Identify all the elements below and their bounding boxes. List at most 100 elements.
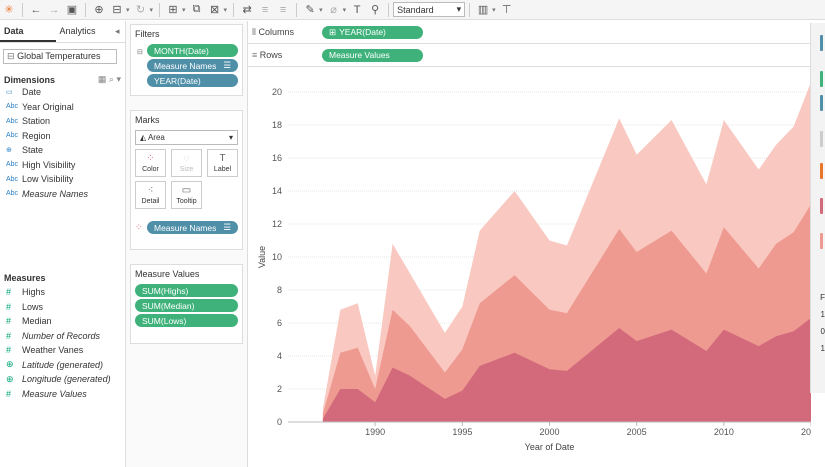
datasource-item[interactable]: ⊟ Global Temperatures [3, 49, 117, 64]
color-button[interactable]: ⁘ Color [135, 149, 166, 177]
measure-field[interactable]: # Highs [0, 285, 125, 300]
marks-buttons: ⁘ Color ◌ Size T Label ⁖ Detail ▭ Tooltip [135, 149, 238, 209]
new-datasource-icon[interactable]: ⊕ [94, 4, 104, 16]
legend-swatch[interactable] [820, 131, 823, 147]
clear-sheet-icon[interactable]: ⊠ [209, 4, 220, 16]
measure-field[interactable]: # Measure Values [0, 387, 125, 402]
datasource-icon: ⊟ [7, 51, 15, 61]
toolbar-separator [388, 2, 390, 17]
dimension-field-label: Date [22, 87, 42, 98]
marks-pill-measure-names[interactable]: Measure Names ☰ [147, 221, 238, 234]
text-field-icon: Abc [6, 190, 19, 198]
dimension-field[interactable]: Abc High Visibility [0, 158, 125, 173]
measure-field-label: Lows [22, 301, 44, 312]
swap-icon[interactable]: ⇄ [242, 4, 252, 16]
measure-field[interactable]: # Number of Records [0, 329, 125, 344]
pin-icon[interactable]: ⚲ [371, 4, 380, 16]
size-button[interactable]: ◌ Size [171, 149, 202, 177]
columns-pill-year[interactable]: ⊞ YEAR(Date) [322, 25, 423, 39]
show-cards-icon[interactable]: ▥ [477, 4, 489, 16]
duplicate-sheet-icon[interactable]: ⧉ [192, 3, 201, 15]
tooltip-button[interactable]: ▭ Tooltip [171, 181, 202, 209]
mark-type-select[interactable]: ◭ Area ▾ [135, 130, 238, 145]
datasource-dropdown-icon[interactable]: ⊟ [112, 4, 122, 16]
label-text-icon[interactable]: T [353, 3, 361, 16]
detail-button[interactable]: ⁖ Detail [135, 181, 166, 209]
dimension-field[interactable]: ▭ Date [0, 85, 125, 100]
measure-value-pill[interactable]: SUM(Median) [135, 299, 238, 312]
chevron-down-icon[interactable]: ▾ [319, 6, 323, 14]
measure-field[interactable]: # Lows [0, 300, 125, 315]
measure-field[interactable]: ⊕ Latitude (generated) [0, 358, 125, 373]
x-tick-label: 2010 [714, 427, 734, 437]
legend-swatch[interactable] [820, 163, 823, 179]
area-series-sum-lows-[interactable] [322, 318, 811, 422]
tab-data[interactable]: Data [0, 21, 56, 42]
view-as-list-icon[interactable]: ▦ [97, 74, 107, 84]
legend-swatch[interactable] [820, 71, 823, 87]
new-worksheet-icon[interactable]: ⊞ [168, 4, 178, 16]
chevron-down-icon[interactable]: ▾ [116, 74, 121, 84]
measure-field[interactable]: ⊕ Longitude (generated) [0, 372, 125, 387]
filter-pill-month[interactable]: MONTH(Date) [147, 44, 238, 57]
toolbar-separator [85, 2, 86, 17]
chevron-down-icon[interactable]: ▾ [223, 6, 228, 14]
measure-field-label: Highs [22, 287, 46, 298]
dimension-field[interactable]: Abc Year Original [0, 100, 125, 115]
chevron-down-icon[interactable]: ▾ [126, 6, 130, 14]
legend-swatch[interactable] [820, 95, 823, 111]
chevron-down-icon[interactable]: ▾ [182, 6, 186, 14]
y-tick-label: 0 [277, 417, 282, 427]
legend-swatch[interactable] [820, 198, 823, 214]
columns-shelf[interactable]: ⦀ Columns ⊞ YEAR(Date) [248, 21, 825, 44]
toolbar-separator [159, 2, 161, 17]
label-button[interactable]: T Label [207, 149, 238, 177]
measure-field[interactable]: # Weather Vanes [0, 343, 125, 358]
detail-dots-icon: ⁖ [147, 185, 154, 196]
fit-select[interactable]: Standard ▾ [393, 2, 466, 17]
y-tick-label: 2 [277, 384, 282, 394]
presentation-mode-icon[interactable]: ⊤ [501, 4, 512, 16]
dimension-field[interactable]: Abc Measure Names [0, 187, 125, 202]
refresh-icon[interactable]: ↻ [135, 4, 146, 16]
measure-field-label: Weather Vanes [22, 345, 84, 356]
label-button-label: Label [213, 166, 232, 173]
chevron-down-icon[interactable]: ▾ [342, 6, 347, 14]
group-icon[interactable]: ⌀ [330, 4, 337, 16]
tableau-logo-icon[interactable]: ✳ [4, 4, 14, 16]
save-icon[interactable]: ▣ [66, 4, 78, 16]
data-pane: Data Analytics ◂ ⊟ Global Temperatures D… [0, 21, 126, 467]
measure-field[interactable]: # Median [0, 314, 125, 329]
dimension-field[interactable]: ⊕ State [0, 143, 125, 158]
chevron-down-icon[interactable]: ▾ [149, 6, 154, 14]
toolbar-separator [22, 2, 23, 17]
filter-pill-measure-names[interactable]: Measure Names ☰ [147, 59, 238, 72]
search-icon[interactable]: ⌕ [108, 74, 114, 84]
legend-swatch[interactable] [820, 233, 823, 249]
legend-swatch[interactable] [820, 35, 823, 51]
dimension-field[interactable]: Abc Station [0, 114, 125, 129]
detail-button-label: Detail [141, 198, 160, 205]
rows-pill-measure-values[interactable]: Measure Values [322, 48, 423, 62]
filter-pill-year[interactable]: YEAR(Date) [147, 74, 238, 87]
undo-icon[interactable]: ← [30, 3, 42, 16]
chevron-down-icon[interactable]: ▾ [492, 6, 496, 14]
tab-analytics[interactable]: Analytics [59, 26, 96, 36]
x-tick-label: 1990 [365, 427, 385, 437]
sort-descending-icon[interactable]: ≡ [279, 3, 287, 16]
measure-value-pill[interactable]: SUM(Highs) [135, 284, 238, 297]
number-field-icon: # [6, 301, 12, 312]
area-chart[interactable]: 0 2 4 6 8 10 12 14 16 18 20 1990 1995 2000 2005 2010 201… [248, 67, 811, 467]
rows-shelf[interactable]: ≡ Rows Measure Values [248, 44, 825, 67]
redo-icon[interactable]: → [48, 3, 60, 16]
dimension-field[interactable]: Abc Low Visibility [0, 172, 125, 187]
x-tick-label: 2000 [539, 427, 559, 437]
highlight-icon[interactable]: ✎ [305, 4, 315, 16]
columns-label: Columns [258, 26, 294, 37]
sort-ascending-icon[interactable]: ≡ [261, 3, 269, 16]
dimension-field[interactable]: Abc Region [0, 129, 125, 144]
collapse-pane-icon[interactable]: ◂ [115, 26, 120, 36]
marks-card: Marks ◭ Area ▾ ⁘ Color ◌ Size T Label ⁖ Deta… [130, 110, 243, 250]
measure-value-pill[interactable]: SUM(Lows) [135, 314, 238, 327]
dimension-field-label: Year Original [22, 101, 74, 112]
